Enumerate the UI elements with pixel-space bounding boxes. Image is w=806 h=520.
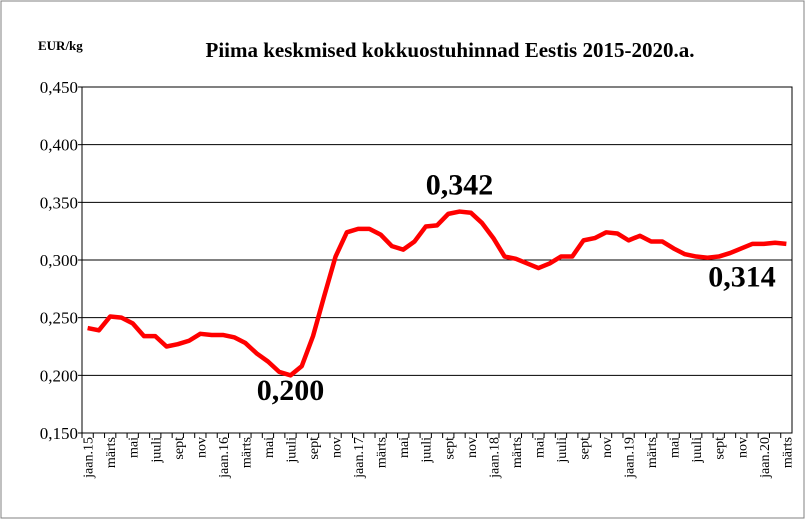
x-tick-label: nov (194, 437, 209, 458)
value-label: 0,314 (708, 261, 776, 294)
x-tick-label: jaan.16 (217, 437, 232, 479)
x-tick-label: juuli (555, 437, 570, 464)
x-tick-label: jaan.15 (82, 437, 97, 479)
data-line (87, 209, 787, 378)
y-tick-label: 0,150 (40, 424, 78, 443)
y-tick-label: 0,200 (40, 366, 78, 385)
value-label: 0,342 (426, 168, 494, 201)
x-tick-label: jaan.17 (352, 437, 367, 479)
x-tick-label: jaan.20 (758, 437, 773, 479)
x-tick-label: märts (104, 437, 119, 468)
y-tick-label: 0,350 (40, 193, 78, 212)
value-label: 0,200 (257, 374, 325, 407)
x-tick-label: nov (330, 437, 345, 458)
x-tick-label: mai (668, 437, 683, 458)
x-tick-label: sept (713, 437, 728, 460)
y-tick-label: 0,250 (40, 309, 78, 328)
x-tick-label: märts (780, 437, 795, 468)
x-tick-label: mai (262, 437, 277, 458)
x-tick-label: märts (375, 437, 390, 468)
x-tick-label: juuli (420, 437, 435, 464)
y-axis-label: EUR/kg (38, 38, 83, 53)
y-tick-label: 0,450 (40, 78, 78, 97)
x-tick-label: juuli (690, 437, 705, 464)
x-tick-label: jaan.19 (623, 437, 638, 479)
x-tick-label: nov (600, 437, 615, 458)
x-tick-label: juuli (284, 437, 299, 464)
x-tick-label: märts (239, 437, 254, 468)
x-tick-label: mai (532, 437, 547, 458)
x-tick-label: sept (578, 437, 593, 460)
x-tick-label: mai (397, 437, 412, 458)
y-tick-label: 0,400 (40, 136, 78, 155)
x-tick-label: jaan.18 (487, 437, 502, 479)
x-tick-label: sept (442, 437, 457, 460)
x-tick-label: märts (645, 437, 660, 468)
chart-title: Piima keskmised kokkuostuhinnad Eestis 2… (206, 38, 695, 62)
y-tick-label: 0,300 (40, 251, 78, 270)
x-tick-label: nov (465, 437, 480, 458)
x-tick-label: sept (307, 437, 322, 460)
x-tick-label: märts (510, 437, 525, 468)
x-tick-label: sept (172, 437, 187, 460)
x-tick-label: juuli (149, 437, 164, 464)
x-tick-label: nov (735, 437, 750, 458)
x-tick-label: mai (127, 437, 142, 458)
